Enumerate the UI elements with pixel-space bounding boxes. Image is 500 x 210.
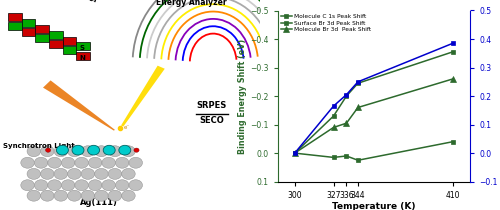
- Text: N: N: [79, 55, 85, 61]
- Circle shape: [108, 146, 122, 157]
- Bar: [36, 34, 49, 42]
- Circle shape: [62, 157, 75, 168]
- Legend: Molecule C 1s Peak Shift, Surface Br 3d Peak Shift, Molecule Br 3d  Peak Shift: Molecule C 1s Peak Shift, Surface Br 3d …: [278, 12, 374, 34]
- Bar: [36, 25, 49, 33]
- Text: SECO: SECO: [200, 116, 224, 125]
- Circle shape: [46, 148, 51, 152]
- Bar: [49, 40, 62, 48]
- Circle shape: [21, 180, 34, 191]
- Text: Energy Analyzer: Energy Analyzer: [156, 0, 226, 7]
- Circle shape: [81, 190, 94, 201]
- Circle shape: [54, 168, 68, 179]
- Text: e⁻: e⁻: [124, 125, 130, 130]
- Circle shape: [40, 146, 54, 157]
- Bar: [8, 22, 22, 30]
- Circle shape: [75, 157, 88, 168]
- Circle shape: [94, 190, 108, 201]
- Text: S: S: [80, 45, 84, 51]
- Circle shape: [108, 168, 122, 179]
- Circle shape: [40, 190, 54, 201]
- Circle shape: [75, 180, 88, 191]
- Circle shape: [122, 190, 135, 201]
- Bar: [62, 46, 76, 54]
- Circle shape: [94, 146, 108, 157]
- Bar: [22, 28, 36, 36]
- Circle shape: [62, 180, 75, 191]
- Circle shape: [56, 145, 68, 155]
- Bar: [22, 19, 36, 27]
- Circle shape: [122, 168, 135, 179]
- Y-axis label: Binding Energy Shift (eV): Binding Energy Shift (eV): [238, 38, 247, 154]
- Circle shape: [68, 146, 81, 157]
- Circle shape: [102, 157, 116, 168]
- Circle shape: [129, 180, 142, 191]
- Circle shape: [103, 145, 115, 155]
- Circle shape: [27, 146, 40, 157]
- Circle shape: [94, 168, 108, 179]
- Circle shape: [68, 168, 81, 179]
- Bar: [76, 52, 90, 60]
- Circle shape: [129, 157, 142, 168]
- Circle shape: [134, 148, 139, 152]
- Circle shape: [72, 145, 84, 155]
- Circle shape: [40, 168, 54, 179]
- Circle shape: [81, 168, 94, 179]
- Circle shape: [27, 168, 40, 179]
- Text: SRPES: SRPES: [197, 101, 227, 110]
- Circle shape: [119, 145, 131, 155]
- Bar: [8, 13, 22, 21]
- Circle shape: [48, 157, 62, 168]
- Text: Synchrotron Light: Synchrotron Light: [2, 143, 74, 149]
- Polygon shape: [121, 66, 165, 126]
- Circle shape: [88, 145, 100, 155]
- Text: Ag(111): Ag(111): [80, 198, 118, 207]
- Circle shape: [122, 146, 135, 157]
- Circle shape: [102, 180, 116, 191]
- Circle shape: [54, 146, 68, 157]
- Text: Undulator: Undulator: [56, 0, 100, 5]
- Circle shape: [48, 180, 62, 191]
- Circle shape: [108, 190, 122, 201]
- Bar: [49, 31, 62, 39]
- Circle shape: [88, 157, 102, 168]
- Circle shape: [21, 157, 34, 168]
- Bar: [62, 37, 76, 45]
- Circle shape: [54, 190, 68, 201]
- Bar: [76, 42, 90, 50]
- Circle shape: [81, 146, 94, 157]
- Circle shape: [116, 180, 129, 191]
- Circle shape: [88, 180, 102, 191]
- Circle shape: [34, 157, 48, 168]
- Polygon shape: [43, 80, 115, 131]
- Circle shape: [27, 190, 40, 201]
- Circle shape: [34, 180, 48, 191]
- Circle shape: [68, 190, 81, 201]
- X-axis label: Temperature (K): Temperature (K): [332, 202, 415, 210]
- Circle shape: [116, 157, 129, 168]
